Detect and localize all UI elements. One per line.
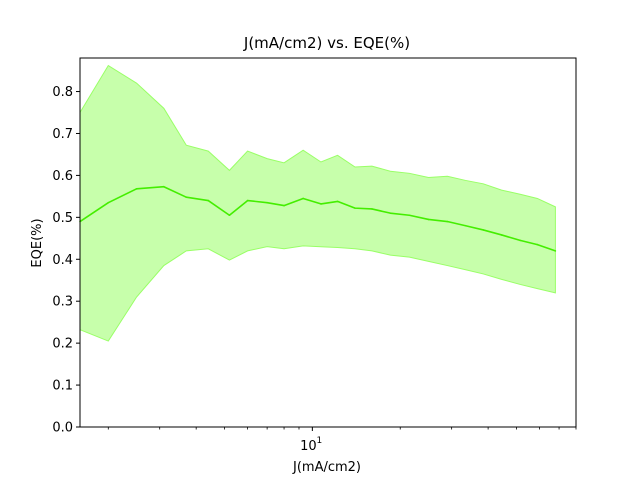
y-tick-label: 0.8 (52, 85, 73, 100)
data-point (354, 207, 356, 209)
data-point (408, 214, 411, 217)
y-tick-label: 0.6 (52, 169, 73, 184)
y-axis-label: EQE(%) (30, 218, 45, 267)
axes-frame (79, 57, 577, 428)
y-tick-label: 0.3 (52, 295, 73, 310)
chart-title: J(mA/cm2) vs. EQE(%) (243, 34, 410, 52)
y-tick-label: 0.7 (52, 127, 73, 142)
y-tick-label: 0.0 (52, 421, 73, 436)
data-point (246, 199, 249, 202)
y-tick-label: 0.5 (52, 211, 73, 226)
data-point (228, 214, 231, 217)
data-point (446, 220, 449, 223)
data-point (320, 203, 322, 205)
data-point (371, 208, 373, 210)
y-tick-label: 0.2 (52, 337, 73, 352)
data-point (389, 212, 392, 214)
data-point (482, 229, 485, 231)
data-point (336, 200, 339, 203)
data-point (302, 197, 304, 200)
data-point (536, 243, 539, 246)
plot-area (79, 64, 557, 342)
data-point (500, 234, 503, 236)
data-point (207, 199, 210, 202)
data-point (554, 250, 557, 252)
data-point (266, 201, 268, 204)
x-tick-label: 10 (300, 439, 317, 454)
data-point (519, 239, 521, 242)
data-point (283, 204, 285, 207)
data-point (464, 224, 467, 227)
y-axis: 0.0 0.1 0.2 0.3 0.4 0.5 0.6 0.7 0.8 (52, 85, 80, 436)
x-axis: 10 1 (107, 427, 577, 454)
y-tick-label: 0.1 (52, 379, 73, 394)
x-axis-label: J(mA/cm2) (292, 460, 361, 475)
y-tick-label: 0.4 (52, 253, 73, 268)
data-point (185, 196, 188, 199)
data-point (163, 185, 165, 188)
data-point (135, 188, 138, 190)
data-point (107, 201, 110, 204)
x-tick-exponent: 1 (316, 436, 322, 446)
data-point (427, 218, 430, 221)
